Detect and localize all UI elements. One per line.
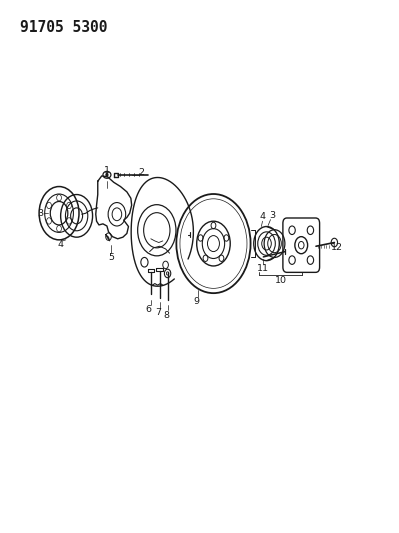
Text: 11: 11 — [257, 264, 269, 273]
Text: 3: 3 — [269, 211, 275, 220]
Circle shape — [105, 173, 109, 177]
Text: 3: 3 — [38, 209, 44, 217]
Text: 1: 1 — [104, 166, 110, 175]
Text: 9: 9 — [193, 297, 200, 306]
Text: 8: 8 — [163, 311, 169, 320]
Text: 7: 7 — [155, 308, 161, 317]
Text: 4: 4 — [57, 240, 64, 248]
Text: 2: 2 — [138, 168, 145, 177]
Text: 12: 12 — [331, 243, 343, 252]
Text: 6: 6 — [146, 305, 152, 313]
Text: 10: 10 — [275, 276, 286, 285]
Text: 91705 5300: 91705 5300 — [20, 20, 107, 35]
Text: 4: 4 — [259, 212, 266, 221]
Text: 5: 5 — [108, 254, 114, 262]
